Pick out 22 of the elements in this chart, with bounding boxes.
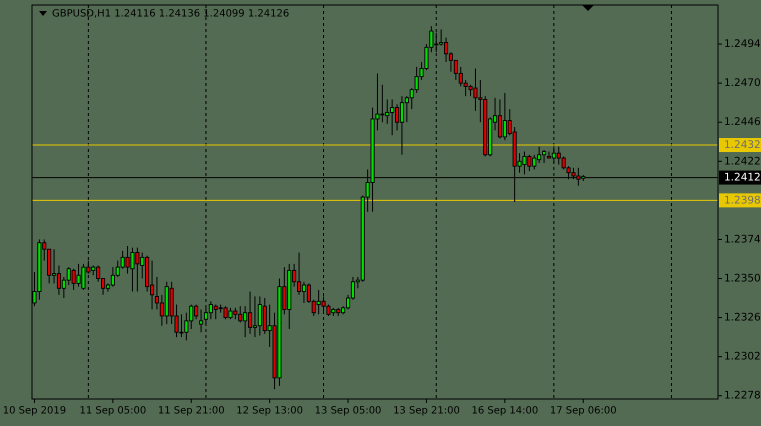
x-tick-label: 17 Sep 06:00 [550, 406, 617, 416]
y-tick-label: 1.2494 [724, 38, 761, 50]
x-tick-label: 13 Sep 21:00 [393, 406, 460, 416]
ref-line-label: 1.2398 [724, 194, 761, 206]
x-tick-label: 11 Sep 21:00 [158, 406, 225, 416]
ref-line-label: 1.2412 [724, 172, 761, 184]
x-tick-label: 12 Sep 13:00 [236, 406, 304, 416]
y-tick-label: 1.2350 [724, 272, 761, 285]
y-tick-label: 1.2422 [724, 155, 761, 168]
y-tick-label: 1.2470 [724, 77, 761, 90]
y-tick-label: 1.2374 [724, 233, 761, 246]
ref-line-label: 1.2432 [724, 139, 761, 152]
x-tick-label: 16 Sep 14:00 [471, 406, 538, 416]
y-tick-label: 1.2302 [724, 350, 761, 363]
chart-title: GBPUSD,H1 1.24116 1.24136 1.24099 1.24126 [52, 8, 290, 20]
y-tick-label: 1.2326 [724, 312, 761, 324]
y-tick-label: 1.2446 [724, 116, 761, 128]
candlestick [199, 308, 204, 333]
x-tick-label: 10 Sep 2019 [2, 406, 66, 416]
x-tick-label: 11 Sep 05:00 [79, 406, 146, 416]
x-tick-label: 13 Sep 05:00 [314, 406, 382, 416]
y-tick-label: 1.2278 [724, 390, 761, 402]
